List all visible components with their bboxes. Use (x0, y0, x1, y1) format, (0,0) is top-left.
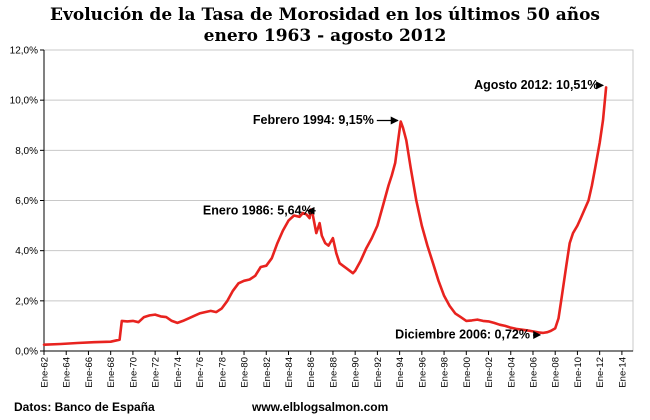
x-tick-label: Ene-98 (440, 357, 451, 388)
gridlines (43, 49, 634, 352)
footer-website: www.elblogsalmon.com (251, 400, 388, 414)
x-tick-label: Ene-90 (351, 357, 362, 388)
x-tick-label: Ene-92 (373, 357, 384, 388)
x-tick-label: Ene-76 (195, 357, 206, 388)
x-axis: Ene-62 Ene-64 Ene-66 Ene-68 Ene-70 Ene-72 Ene-… (40, 350, 633, 388)
y-tick-label: 6,0% (15, 196, 38, 207)
x-tick-label: Ene-80 (240, 357, 251, 388)
x-tick-label: Ene-62 (40, 357, 51, 388)
annotation-label: Febrero 1994: 9,15% (253, 113, 374, 127)
x-tick-label: Ene-94 (395, 357, 406, 388)
x-tick-label: Ene-82 (262, 357, 273, 388)
annotation-label: Diciembre 2006: 0,72% (395, 327, 530, 341)
x-tick-label: Ene-12 (595, 357, 606, 388)
x-tick-label: Ene-68 (106, 357, 117, 388)
x-tick-label: Ene-02 (484, 357, 495, 388)
y-tick-label: 12,0% (10, 46, 38, 57)
x-tick-label: Ene-72 (151, 357, 162, 388)
x-tick-label: Ene-70 (128, 357, 139, 388)
y-tick-label: 10,0% (10, 96, 38, 107)
x-tick-label: Ene-96 (417, 357, 428, 388)
y-tick-label: 4,0% (15, 246, 38, 257)
y-axis: 0,0% 2,0% 4,0% 6,0% 8,0% 10,0% 12,0% (10, 46, 45, 358)
footer-source: Datos: Banco de España (14, 400, 155, 414)
y-tick-label: 8,0% (15, 146, 38, 157)
x-tick-label: Ene-88 (328, 357, 339, 388)
x-tick-label: Ene-86 (306, 357, 317, 388)
annotation-label: Agosto 2012: 10,51% (474, 78, 598, 92)
x-tick-label: Ene-78 (217, 357, 228, 388)
x-tick-label: Ene-84 (284, 357, 295, 388)
x-tick-label: Ene-04 (506, 357, 517, 388)
y-tick-label: 0,0% (15, 347, 38, 358)
x-tick-label: Ene-00 (462, 357, 473, 388)
chart-title: Evolución de la Tasa de Morosidad en los… (50, 5, 600, 25)
x-tick-label: Ene-14 (617, 357, 628, 388)
annotation-label: Enero 1986: 5,64% (203, 203, 313, 217)
x-tick-label: Ene-66 (84, 357, 95, 388)
x-tick-label: Ene-74 (173, 357, 184, 388)
x-tick-label: Ene-10 (573, 357, 584, 388)
x-tick-label: Ene-08 (551, 357, 562, 388)
annotations: Enero 1986: 5,64% Febrero 1994: 9,15% Dici… (203, 78, 605, 341)
x-tick-label: Ene-06 (528, 357, 539, 388)
y-tick-label: 2,0% (15, 296, 38, 307)
chart-subtitle: enero 1963 - agosto 2012 (204, 26, 447, 46)
x-tick-label: Ene-64 (62, 357, 73, 388)
